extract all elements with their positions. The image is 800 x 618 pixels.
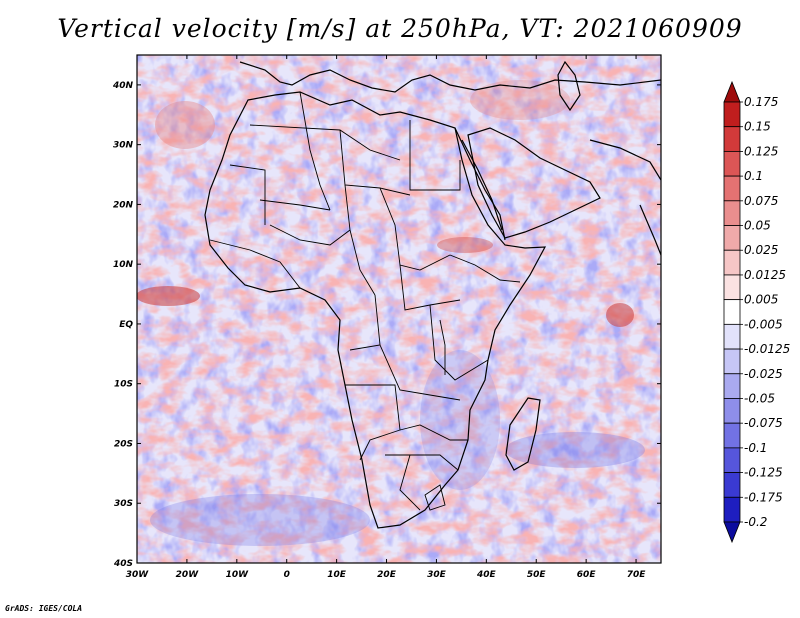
footer-credit: GrADS: IGES/COLA — [5, 604, 83, 613]
colorbar-label: 0.0125 — [744, 268, 786, 282]
lat-tick-label: EQ — [119, 320, 133, 330]
lon-tick-label: 0 — [284, 570, 290, 580]
coastlines — [204, 60, 661, 529]
colorbar-label: 0.175 — [744, 95, 778, 109]
colorbar-label: 0.1 — [744, 169, 763, 183]
axes: 30W 20W 10W 0 10E 20E 30E 40E 50E 60E 70E 40N 30N 20N… — [112, 55, 661, 580]
lat-tick-label: 40N — [112, 81, 134, 91]
lat-tick-label: 30N — [113, 141, 134, 151]
colorbar-swatch — [723, 299, 741, 325]
colorbar-swatch — [723, 323, 741, 350]
colorbar: 0.175 0.15 0.125 0.1 0.075 0.05 0.025 0.0125 0.0… — [723, 80, 790, 544]
lon-tick-label: 50E — [527, 570, 547, 580]
colorbar-label: -0.05 — [744, 391, 775, 405]
colorbar-arrow-top — [723, 80, 741, 103]
lat-tick-label: 20N — [113, 200, 134, 210]
colorbar-label: 0.125 — [744, 144, 778, 158]
colorbar-swatch — [723, 274, 741, 301]
lon-tick-label: 40E — [476, 570, 497, 580]
colorbar-label: -0.125 — [744, 466, 783, 480]
colorbar-label: -0.0125 — [744, 342, 790, 356]
colorbar-label: -0.075 — [744, 416, 783, 430]
lat-tick-label: 20S — [114, 439, 133, 449]
colorbar-swatch — [723, 398, 741, 424]
colorbar-label: -0.175 — [744, 490, 783, 504]
colorbar-swatch — [723, 101, 741, 128]
lon-tick-label: 30E — [427, 570, 447, 580]
colorbar-label: 0.075 — [744, 194, 778, 208]
lon-tick-label: 30W — [126, 570, 150, 580]
lon-tick-label: 10W — [226, 570, 250, 580]
colorbar-label: 0.005 — [744, 293, 778, 307]
colorbar-label: -0.2 — [744, 515, 767, 529]
colorbar-swatch — [723, 373, 741, 399]
plot-frame — [136, 54, 662, 564]
colorbar-swatch — [723, 151, 741, 177]
lat-tick-label: 10N — [113, 260, 134, 270]
lon-tick-label: 70E — [627, 570, 647, 580]
colorbar-label: 0.15 — [744, 120, 771, 134]
lat-tick-label: 10S — [114, 380, 133, 390]
lat-tick-label: 40S — [113, 559, 133, 569]
colorbar-label: 0.025 — [744, 243, 778, 257]
colorbar-swatch — [723, 348, 741, 375]
colorbar-swatch — [723, 175, 741, 202]
colorbar-swatch — [723, 225, 741, 251]
colorbar-swatch — [723, 496, 741, 523]
colorbar-label: -0.1 — [744, 441, 767, 455]
lat-tick-label: 30S — [114, 499, 133, 509]
chart-title: Vertical velocity [m/s] at 250hPa, VT: 2… — [57, 14, 743, 43]
colorbar-label: -0.025 — [744, 367, 783, 381]
colorbar-swatch — [723, 472, 741, 498]
lon-tick-label: 20W — [176, 570, 200, 580]
colorbar-label: 0.05 — [744, 219, 771, 233]
lon-tick-label: 60E — [577, 570, 597, 580]
lon-tick-label: 20E — [377, 570, 397, 580]
colorbar-swatch — [723, 126, 741, 152]
colorbar-label: -0.005 — [744, 317, 783, 331]
country-borders — [209, 91, 521, 511]
colorbar-swatch — [723, 249, 741, 276]
colorbar-swatch — [723, 422, 741, 449]
colorbar-swatch — [723, 447, 741, 473]
velocity-field — [137, 55, 661, 563]
colorbar-arrow-bottom — [723, 521, 741, 544]
colorbar-swatch — [723, 200, 741, 226]
lon-tick-label: 10E — [327, 570, 347, 580]
